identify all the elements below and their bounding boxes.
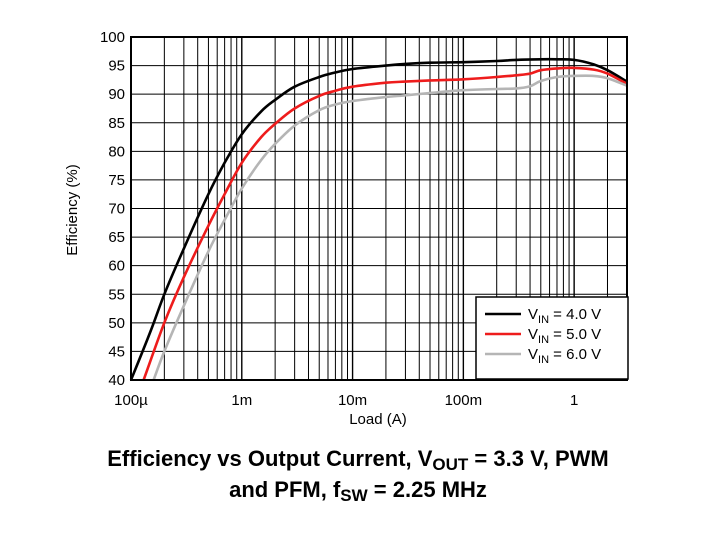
- legend-label-main: V: [528, 326, 538, 343]
- caption-line-2-b: = 2.25 MHz: [367, 477, 487, 502]
- series-line-2: [142, 66, 628, 381]
- legend-label-rest: = 5.0 V: [549, 326, 601, 343]
- caption-line-1-a: Efficiency vs Output Current, V: [107, 446, 433, 471]
- caption-line-1-sub: OUT: [432, 455, 469, 474]
- caption-line-1-b: = 3.3 V, PWM: [468, 446, 609, 471]
- series-line-3: [152, 74, 628, 381]
- chart-caption-line-1: Efficiency vs Output Current, VOUT = 3.3…: [0, 443, 716, 474]
- y-tick-label: 85: [108, 115, 125, 132]
- y-tick-label: 95: [108, 58, 125, 75]
- y-tick-label: 50: [108, 315, 125, 332]
- y-axis-label: Efficiency (%): [64, 164, 81, 255]
- legend-label-3: VIN = 6.0 V: [528, 346, 601, 366]
- legend-label-1: VIN = 4.0 V: [528, 306, 601, 326]
- legend-label-rest: = 6.0 V: [549, 346, 601, 363]
- y-tick-label: 80: [108, 143, 125, 160]
- y-tick-label: 100: [100, 29, 125, 46]
- chart-caption-line-2: and PFM, fSW = 2.25 MHz: [0, 474, 716, 505]
- legend-label-sub: IN: [538, 334, 549, 346]
- series-lines: [129, 57, 628, 381]
- y-tick-label: 60: [108, 258, 125, 275]
- caption-line-2-a: and PFM, f: [229, 477, 341, 502]
- x-tick-label: 1: [570, 392, 578, 409]
- legend-label-2: VIN = 5.0 V: [528, 326, 601, 346]
- legend-box: [475, 296, 629, 380]
- y-tick-labels: 40 45 50 55 60 65 70 75 80 85 90 95 100: [100, 29, 125, 389]
- y-tick-label: 75: [108, 172, 125, 189]
- x-axis-label: Load (A): [349, 411, 407, 428]
- y-tick-label: 70: [108, 201, 125, 218]
- x-tick-label: 10m: [338, 392, 367, 409]
- y-tick-label: 65: [108, 229, 125, 246]
- x-tick-labels: 100µ 1m 10m 100m 1: [114, 392, 578, 409]
- y-tick-label: 55: [108, 286, 125, 303]
- x-tick-label: 1m: [231, 392, 252, 409]
- x-tick-label: 100µ: [114, 392, 148, 409]
- series-line-1: [129, 57, 628, 381]
- legend-label-main: V: [528, 306, 538, 323]
- legend-label-sub: IN: [538, 314, 549, 326]
- y-tick-label: 90: [108, 86, 125, 103]
- y-tick-label: 40: [108, 372, 125, 389]
- caption-line-2-sub: SW: [340, 486, 368, 505]
- legend-label-sub: IN: [538, 354, 549, 366]
- y-tick-label: 45: [108, 343, 125, 360]
- plot-frame: [130, 36, 628, 381]
- x-tick-label: 100m: [445, 392, 483, 409]
- legend-label-main: V: [528, 346, 538, 363]
- legend-label-rest: = 4.0 V: [549, 306, 601, 323]
